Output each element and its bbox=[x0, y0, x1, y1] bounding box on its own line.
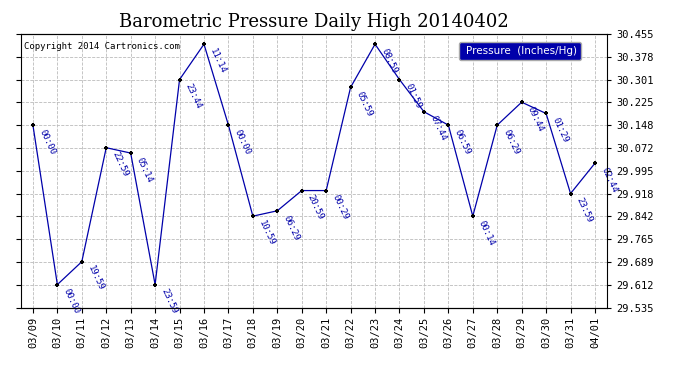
Point bbox=[540, 111, 551, 117]
Point bbox=[565, 190, 576, 196]
Text: 23:59: 23:59 bbox=[159, 287, 179, 315]
Text: 00:00: 00:00 bbox=[233, 128, 252, 156]
Point bbox=[467, 213, 478, 219]
Point bbox=[125, 150, 136, 156]
Point bbox=[223, 122, 234, 128]
Text: 05:14: 05:14 bbox=[135, 156, 155, 184]
Text: 00:29: 00:29 bbox=[331, 194, 350, 222]
Point bbox=[321, 188, 332, 194]
Text: 22:59: 22:59 bbox=[110, 150, 130, 178]
Text: 23:59: 23:59 bbox=[575, 196, 594, 225]
Title: Barometric Pressure Daily High 20140402: Barometric Pressure Daily High 20140402 bbox=[119, 13, 509, 31]
Text: 20:59: 20:59 bbox=[306, 194, 326, 222]
Point bbox=[418, 109, 429, 115]
Text: 00:14: 00:14 bbox=[477, 219, 497, 247]
Point bbox=[101, 145, 112, 151]
Text: 06:29: 06:29 bbox=[502, 128, 521, 156]
Point bbox=[174, 76, 185, 82]
Text: 23:44: 23:44 bbox=[184, 82, 204, 111]
Point bbox=[394, 76, 405, 82]
Point bbox=[492, 122, 503, 128]
Point bbox=[589, 160, 600, 166]
Point bbox=[199, 41, 210, 47]
Text: 19:59: 19:59 bbox=[86, 264, 106, 292]
Text: 09:44: 09:44 bbox=[526, 105, 545, 133]
Text: 01:29: 01:29 bbox=[550, 116, 570, 144]
Point bbox=[516, 99, 527, 105]
Text: 06:29: 06:29 bbox=[282, 214, 301, 242]
Text: 05:59: 05:59 bbox=[355, 90, 374, 118]
Text: 02:44: 02:44 bbox=[599, 166, 619, 194]
Point bbox=[52, 282, 63, 288]
Point bbox=[77, 259, 88, 265]
Text: 00:00: 00:00 bbox=[61, 287, 81, 315]
Text: 08:59: 08:59 bbox=[380, 47, 399, 75]
Text: 07:44: 07:44 bbox=[428, 114, 448, 142]
Text: 00:00: 00:00 bbox=[37, 128, 57, 156]
Text: 01:59: 01:59 bbox=[404, 82, 423, 111]
Point bbox=[345, 84, 356, 90]
Point bbox=[296, 188, 307, 194]
Text: 11:14: 11:14 bbox=[208, 47, 228, 75]
Point bbox=[272, 208, 283, 214]
Text: 06:59: 06:59 bbox=[453, 128, 472, 156]
Point bbox=[247, 213, 258, 219]
Text: 10:59: 10:59 bbox=[257, 219, 277, 247]
Legend: Pressure  (Inches/Hg): Pressure (Inches/Hg) bbox=[459, 42, 582, 60]
Point bbox=[443, 122, 454, 128]
Point bbox=[370, 41, 381, 47]
Point bbox=[28, 122, 39, 128]
Text: Copyright 2014 Cartronics.com: Copyright 2014 Cartronics.com bbox=[23, 42, 179, 51]
Point bbox=[150, 282, 161, 288]
